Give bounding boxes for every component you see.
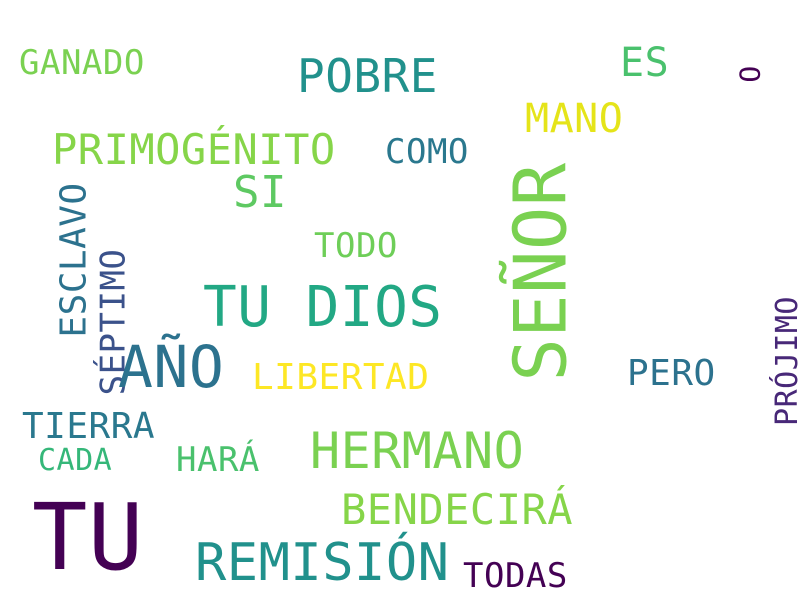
word-hara: HARÁ <box>176 440 260 480</box>
word-como: COMO <box>385 132 469 172</box>
word-pobre: POBRE <box>297 49 438 103</box>
word-senor: SEÑOR <box>498 162 583 382</box>
word-bendecira: BENDECIRÁ <box>341 485 574 534</box>
word-todo: TODO <box>314 226 398 266</box>
word-cada: CADA <box>38 443 113 478</box>
word-mano: MANO <box>525 96 624 142</box>
word-tu: TU <box>32 484 144 591</box>
word-ganado: GANADO <box>19 43 145 83</box>
word-esclavo: ESCLAVO <box>53 182 95 338</box>
word-remision: REMISIÓN <box>195 533 450 593</box>
word-proximo: PRÓJIMO <box>769 296 800 426</box>
word-tierra: TIERRA <box>22 406 156 447</box>
word-si: SI <box>233 167 287 218</box>
word-hermano: HERMANO <box>310 422 525 480</box>
word-es: ES <box>620 40 670 86</box>
word-todas: TODAS <box>463 556 568 596</box>
word-ano: AÑO <box>118 333 225 401</box>
word-o: O <box>733 65 767 83</box>
word-pero: PERO <box>627 353 716 394</box>
word-tu-dios: TU DIOS <box>203 275 443 340</box>
word-libertad: LIBERTAD <box>252 357 430 398</box>
word-primogenito: PRIMOGÉNITO <box>52 125 336 174</box>
